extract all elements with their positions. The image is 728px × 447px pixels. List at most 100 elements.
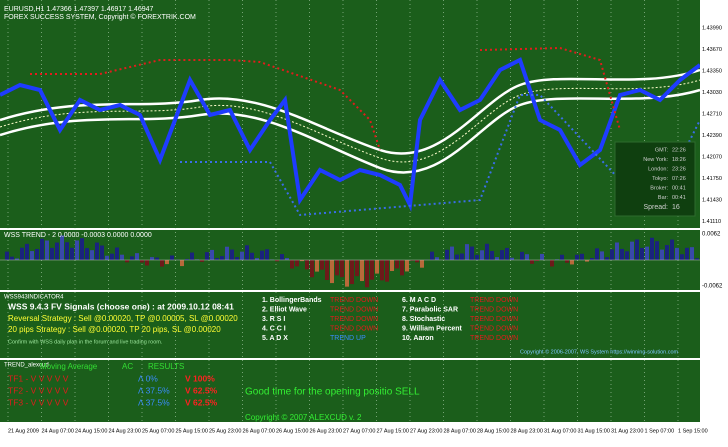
price-tick-label: 1.41430 bbox=[702, 197, 722, 203]
histogram-bar bbox=[100, 246, 104, 260]
time-tick-label: 27 Aug 15:00 bbox=[377, 428, 409, 434]
histogram-bar bbox=[655, 241, 659, 260]
histogram-bar bbox=[690, 247, 694, 260]
signals-copyright: Copyright © 2006-2007, WS System https:/… bbox=[520, 348, 679, 355]
time-tick-label: 21 Aug 2009 bbox=[8, 428, 39, 434]
histogram-bar bbox=[325, 260, 329, 280]
tf-row: TF3 - V V V V V bbox=[8, 397, 69, 407]
time-tick-label: 1 Sep 15:00 bbox=[678, 428, 708, 434]
price-tick-label: 1.43350 bbox=[702, 68, 722, 74]
header-ac: AC bbox=[122, 362, 133, 371]
histogram-bar bbox=[600, 251, 604, 260]
price-tick-label: 1.42390 bbox=[702, 133, 722, 139]
signals-heading: WSS 9.4.3 FV Signals (choose one) : at 2… bbox=[8, 301, 234, 311]
histogram-bar bbox=[365, 260, 369, 287]
indicator-trend: TREND DOWN bbox=[330, 316, 378, 323]
histogram-bar bbox=[140, 260, 144, 263]
indicator-name: 4. C C I bbox=[262, 325, 286, 332]
histogram-bar bbox=[610, 249, 614, 260]
histogram-bar bbox=[70, 248, 74, 260]
tf-up: Λ 0% bbox=[138, 373, 158, 383]
time-tick-label: 26 Aug 07:00 bbox=[243, 428, 275, 434]
trend-axis-top: 0.0062 bbox=[702, 232, 721, 238]
histogram-bar bbox=[635, 239, 639, 260]
histogram-bar bbox=[260, 251, 264, 260]
time-tick-label: 27 Aug 23:00 bbox=[410, 428, 442, 434]
indicator-name: 1. BollingerBands bbox=[262, 297, 322, 304]
indicator-name: 10. Aaron bbox=[402, 335, 434, 342]
histogram-bar bbox=[320, 260, 324, 270]
histogram-bar bbox=[145, 260, 149, 265]
histogram-bar bbox=[595, 248, 599, 260]
histogram-bar bbox=[345, 260, 349, 287]
trend-title: WSS TREND - 2 0.0000 -0.0003 0.0000 0.00… bbox=[4, 232, 152, 239]
histogram-bar bbox=[485, 244, 489, 260]
histogram-bar bbox=[460, 253, 464, 260]
histogram-bar bbox=[125, 260, 129, 262]
histogram-bar bbox=[50, 248, 54, 260]
histogram-bar bbox=[60, 235, 64, 260]
histogram-bar bbox=[390, 260, 394, 271]
indicator-trend: TREND DOWN bbox=[470, 316, 518, 323]
clock-value: 18:26 bbox=[672, 157, 686, 163]
indicator-trend: TREND DOWN bbox=[470, 335, 518, 342]
alexcud-copyright: Copyright © 2007 ALEXCUD v. 2 bbox=[245, 413, 362, 422]
histogram-bar bbox=[65, 242, 69, 260]
histogram-bar bbox=[85, 248, 89, 260]
time-tick-label: 27 Aug 07:00 bbox=[343, 428, 375, 434]
histogram-bar bbox=[220, 256, 224, 260]
histogram-bar bbox=[265, 249, 269, 260]
histogram-bar bbox=[200, 260, 204, 262]
price-tick-label: 1.41750 bbox=[702, 176, 722, 182]
histogram-bar bbox=[510, 258, 514, 260]
indicator-trend: TREND DOWN bbox=[470, 306, 518, 313]
clock-value: 00:41 bbox=[672, 195, 686, 201]
histogram-bar bbox=[490, 251, 494, 260]
pips-strategy: 20 pips Strategy : Sell @0.00020, TP 20 … bbox=[8, 325, 221, 334]
histogram-bar bbox=[685, 248, 689, 260]
indicator-trend: TREND DOWN bbox=[470, 297, 518, 304]
tf-row: TF1 - V V V V V bbox=[8, 373, 69, 383]
tf-row: TF2 - V V V V V bbox=[8, 385, 69, 395]
price-tick-label: 1.43990 bbox=[702, 25, 722, 31]
histogram-bar bbox=[255, 258, 259, 260]
histogram-bar bbox=[530, 260, 534, 264]
histogram-bar bbox=[55, 243, 59, 260]
clock-label: Tokyo: bbox=[652, 176, 668, 182]
histogram-bar bbox=[455, 255, 459, 260]
trend-axis-bottom: -0.0062 bbox=[702, 284, 723, 290]
histogram-bar bbox=[640, 248, 644, 260]
histogram-bar bbox=[120, 255, 124, 260]
indicator-trend: TREND DOWN bbox=[330, 325, 378, 332]
tf-down: V 62.5% bbox=[185, 397, 218, 407]
histogram-bar bbox=[340, 260, 344, 277]
histogram-bar bbox=[680, 254, 684, 260]
histogram-bar bbox=[355, 260, 359, 276]
histogram-bar bbox=[615, 242, 619, 260]
histogram-bar bbox=[495, 257, 499, 260]
histogram-bar bbox=[605, 257, 609, 260]
histogram-bar bbox=[115, 248, 119, 260]
indicator-trend: TREND UP bbox=[330, 335, 366, 342]
histogram-bar bbox=[385, 260, 389, 282]
histogram-bar bbox=[665, 245, 669, 260]
histogram-bar bbox=[180, 260, 184, 266]
time-tick-label: 26 Aug 23:00 bbox=[310, 428, 342, 434]
clock-value: 23:26 bbox=[672, 166, 686, 172]
histogram-bar bbox=[395, 260, 399, 268]
price-tick-label: 1.43030 bbox=[702, 90, 722, 96]
tf-down: V 100% bbox=[185, 373, 215, 383]
histogram-bar bbox=[695, 258, 699, 260]
histogram-bar bbox=[675, 248, 679, 260]
histogram-bar bbox=[475, 255, 479, 260]
histogram-bar bbox=[550, 260, 554, 267]
clock-value: 00:41 bbox=[672, 185, 686, 191]
histogram-bar bbox=[630, 242, 634, 260]
price-tick-label: 1.42070 bbox=[702, 154, 722, 160]
histogram-bar bbox=[520, 252, 524, 260]
histogram-bar bbox=[470, 247, 474, 260]
histogram-bar bbox=[215, 258, 219, 260]
header-results: RESULTS bbox=[148, 362, 184, 371]
histogram-bar bbox=[620, 249, 624, 260]
